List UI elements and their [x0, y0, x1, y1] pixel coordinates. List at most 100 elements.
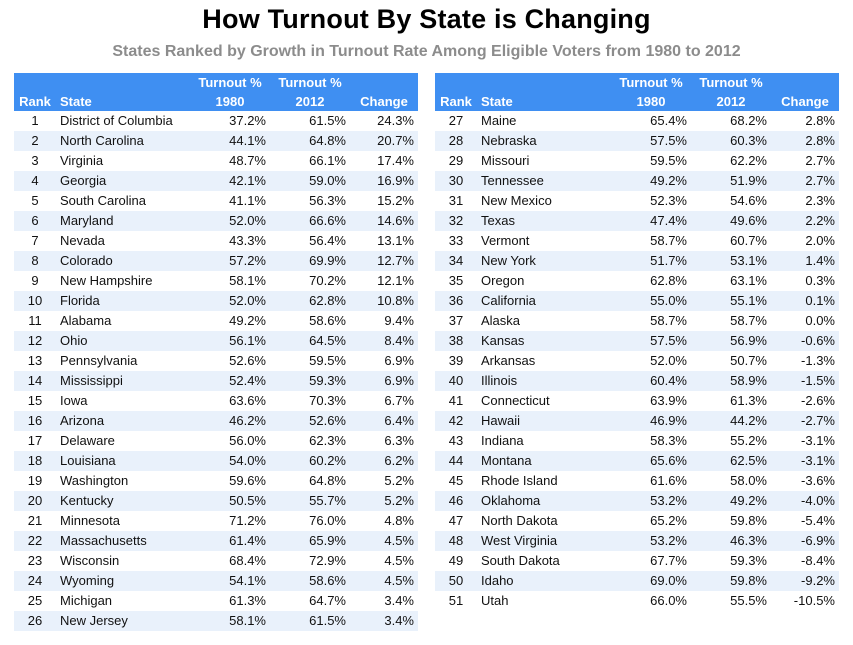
rank-cell: 39: [435, 351, 477, 371]
state-cell: Hawaii: [477, 411, 611, 431]
rank-cell: 22: [14, 531, 56, 551]
table-row: 31 New Mexico 52.3% 54.6% 2.3%: [435, 191, 839, 211]
turnout-2012-cell: 61.3%: [691, 391, 771, 411]
state-cell: California: [477, 291, 611, 311]
rank-cell: 36: [435, 291, 477, 311]
turnout-2012-cell: 70.2%: [270, 271, 350, 291]
change-cell: -5.4%: [771, 511, 839, 531]
turnout-1980-cell: 59.6%: [190, 471, 270, 491]
table-row: 44 Montana 65.6% 62.5% -3.1%: [435, 451, 839, 471]
rank-cell: 32: [435, 211, 477, 231]
change-cell: 8.4%: [350, 331, 418, 351]
state-cell: New Mexico: [477, 191, 611, 211]
change-cell: -3.6%: [771, 471, 839, 491]
header-turnout-2012-top: Turnout %: [270, 73, 350, 92]
turnout-2012-cell: 52.6%: [270, 411, 350, 431]
table-row: 14 Mississippi 52.4% 59.3% 6.9%: [14, 371, 418, 391]
rank-cell: 9: [14, 271, 56, 291]
state-cell: Oklahoma: [477, 491, 611, 511]
turnout-1980-cell: 57.5%: [611, 331, 691, 351]
change-cell: -3.1%: [771, 451, 839, 471]
table-row: 37 Alaska 58.7% 58.7% 0.0%: [435, 311, 839, 331]
rank-cell: 3: [14, 151, 56, 171]
state-cell: South Dakota: [477, 551, 611, 571]
state-cell: Arizona: [56, 411, 190, 431]
turnout-1980-cell: 53.2%: [611, 491, 691, 511]
state-cell: Tennessee: [477, 171, 611, 191]
change-cell: -2.6%: [771, 391, 839, 411]
change-cell: 6.7%: [350, 391, 418, 411]
rank-cell: 14: [14, 371, 56, 391]
turnout-2012-cell: 59.5%: [270, 351, 350, 371]
change-cell: -6.9%: [771, 531, 839, 551]
change-cell: 2.7%: [771, 171, 839, 191]
table-row: 26 New Jersey 58.1% 61.5% 3.4%: [14, 611, 418, 631]
turnout-1980-cell: 69.0%: [611, 571, 691, 591]
change-cell: 9.4%: [350, 311, 418, 331]
state-cell: Louisiana: [56, 451, 190, 471]
rank-cell: 50: [435, 571, 477, 591]
turnout-2012-cell: 66.1%: [270, 151, 350, 171]
rank-cell: 25: [14, 591, 56, 611]
rank-cell: 46: [435, 491, 477, 511]
turnout-1980-cell: 48.7%: [190, 151, 270, 171]
table-row: 4 Georgia 42.1% 59.0% 16.9%: [14, 171, 418, 191]
turnout-1980-cell: 44.1%: [190, 131, 270, 151]
turnout-1980-cell: 52.0%: [611, 351, 691, 371]
state-cell: Wyoming: [56, 571, 190, 591]
change-cell: 4.8%: [350, 511, 418, 531]
table-row: 40 Illinois 60.4% 58.9% -1.5%: [435, 371, 839, 391]
change-cell: 12.7%: [350, 251, 418, 271]
rank-cell: 1: [14, 111, 56, 131]
change-cell: 17.4%: [350, 151, 418, 171]
change-cell: -1.5%: [771, 371, 839, 391]
rank-cell: 18: [14, 451, 56, 471]
table-row: 5 South Carolina 41.1% 56.3% 15.2%: [14, 191, 418, 211]
state-cell: District of Columbia: [56, 111, 190, 131]
change-cell: 2.8%: [771, 131, 839, 151]
header-rank: Rank: [14, 92, 56, 111]
state-cell: Mississippi: [56, 371, 190, 391]
change-cell: 6.2%: [350, 451, 418, 471]
rank-cell: 2: [14, 131, 56, 151]
table-row: 13 Pennsylvania 52.6% 59.5% 6.9%: [14, 351, 418, 371]
change-cell: -1.3%: [771, 351, 839, 371]
table-row: 41 Connecticut 63.9% 61.3% -2.6%: [435, 391, 839, 411]
header-rank-top: [435, 73, 477, 92]
turnout-2012-cell: 70.3%: [270, 391, 350, 411]
turnout-2012-cell: 58.6%: [270, 571, 350, 591]
table-row: 33 Vermont 58.7% 60.7% 2.0%: [435, 231, 839, 251]
state-cell: Alabama: [56, 311, 190, 331]
turnout-1980-cell: 49.2%: [190, 311, 270, 331]
change-cell: 24.3%: [350, 111, 418, 131]
state-cell: Montana: [477, 451, 611, 471]
state-cell: Ohio: [56, 331, 190, 351]
change-cell: 3.4%: [350, 591, 418, 611]
turnout-1980-cell: 58.7%: [611, 231, 691, 251]
table-row: 49 South Dakota 67.7% 59.3% -8.4%: [435, 551, 839, 571]
rank-cell: 15: [14, 391, 56, 411]
turnout-1980-cell: 49.2%: [611, 171, 691, 191]
state-cell: New York: [477, 251, 611, 271]
rank-cell: 12: [14, 331, 56, 351]
turnout-1980-cell: 52.3%: [611, 191, 691, 211]
turnout-2012-cell: 72.9%: [270, 551, 350, 571]
turnout-2012-cell: 59.8%: [691, 571, 771, 591]
turnout-2012-cell: 58.7%: [691, 311, 771, 331]
turnout-2012-cell: 50.7%: [691, 351, 771, 371]
table-row: 36 California 55.0% 55.1% 0.1%: [435, 291, 839, 311]
state-cell: Georgia: [56, 171, 190, 191]
change-cell: 6.9%: [350, 371, 418, 391]
rank-cell: 29: [435, 151, 477, 171]
turnout-2012-cell: 62.5%: [691, 451, 771, 471]
change-cell: 4.5%: [350, 551, 418, 571]
state-cell: Iowa: [56, 391, 190, 411]
table-header: Turnout % Turnout % Rank State 1980 2012…: [14, 73, 418, 111]
table-row: 19 Washington 59.6% 64.8% 5.2%: [14, 471, 418, 491]
change-cell: 13.1%: [350, 231, 418, 251]
header-rank: Rank: [435, 92, 477, 111]
table-row: 29 Missouri 59.5% 62.2% 2.7%: [435, 151, 839, 171]
turnout-2012-cell: 49.2%: [691, 491, 771, 511]
state-cell: Colorado: [56, 251, 190, 271]
turnout-2012-cell: 69.9%: [270, 251, 350, 271]
